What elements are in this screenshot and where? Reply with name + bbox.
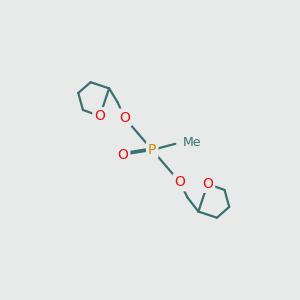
Text: O: O xyxy=(94,109,105,123)
Text: O: O xyxy=(175,175,185,189)
Text: O: O xyxy=(202,177,213,191)
Text: O: O xyxy=(118,148,128,162)
Text: O: O xyxy=(119,111,130,124)
Text: Me: Me xyxy=(183,136,202,149)
Text: P: P xyxy=(148,143,156,157)
